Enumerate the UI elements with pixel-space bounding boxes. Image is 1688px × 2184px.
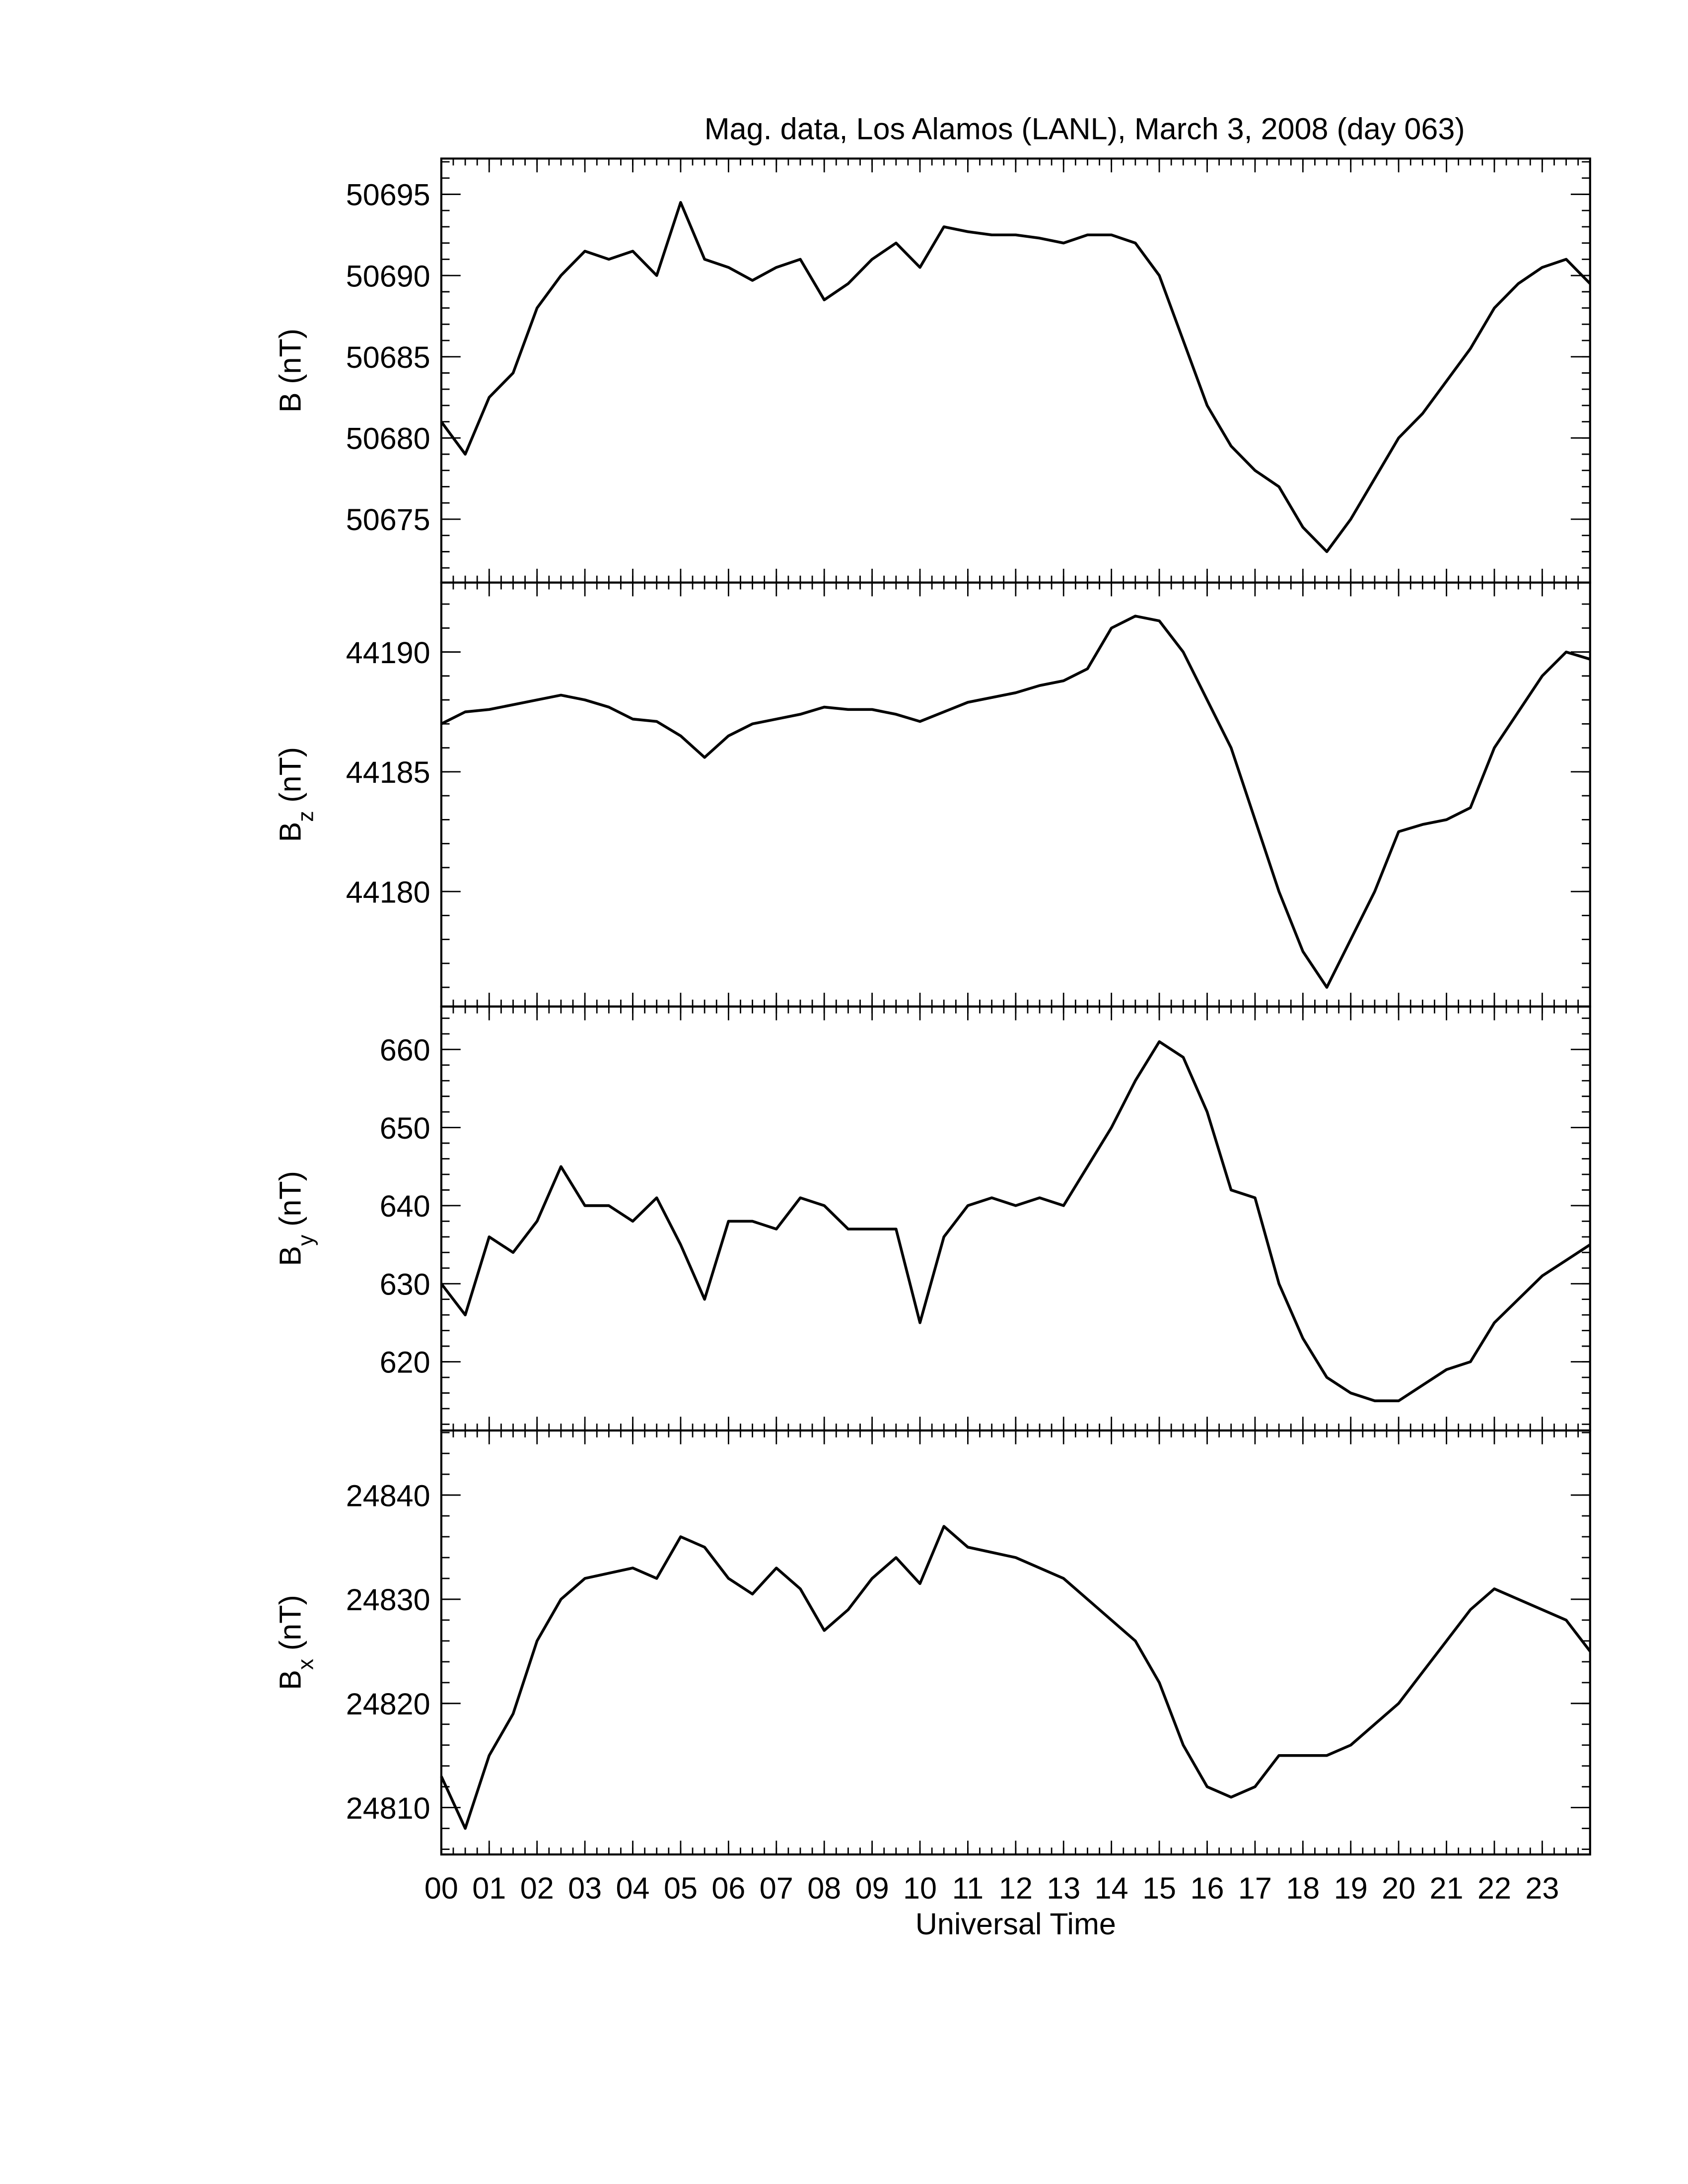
y-tick-label: 44180 [346, 875, 430, 909]
x-tick-label: 16 [1190, 1871, 1224, 1905]
y-tick-label: 650 [380, 1111, 430, 1145]
x-tick-label: 04 [616, 1871, 650, 1905]
y-axis-label: Bx (nT) [274, 1595, 318, 1690]
y-tick-label: 24820 [346, 1687, 430, 1721]
x-tick-label: 13 [1047, 1871, 1080, 1905]
x-tick-label: 22 [1477, 1871, 1511, 1905]
y-label-unit: (nT) [274, 329, 307, 384]
data-line [440, 1040, 1591, 1402]
y-tick-label: 630 [380, 1267, 430, 1301]
y-tick-label: 24830 [346, 1583, 430, 1617]
data-line [440, 201, 1591, 553]
y-tick-label: 50675 [346, 503, 430, 537]
x-tick-label: 05 [664, 1871, 698, 1905]
y-label-unit: (nT) [274, 747, 307, 803]
x-tick-label: 02 [520, 1871, 554, 1905]
y-axis-label: Bz (nT) [274, 747, 318, 842]
chart-title: Mag. data, Los Alamos (LANL), March 3, 2… [704, 112, 1465, 146]
x-tick-label: 21 [1430, 1871, 1464, 1905]
x-tick-label: 07 [760, 1871, 793, 1905]
y-label-unit: (nT) [274, 1595, 307, 1650]
data-line [440, 1525, 1591, 1830]
y-label-subscript: x [294, 1659, 318, 1670]
y-tick-label: 50690 [346, 259, 430, 293]
y-tick-label: 44185 [346, 755, 430, 789]
x-tick-label: 08 [807, 1871, 841, 1905]
y-axis-label: B (nT) [274, 329, 307, 412]
y-tick-label: 44190 [346, 636, 430, 670]
y-tick-label: 24840 [346, 1479, 430, 1512]
x-tick-label: 19 [1334, 1871, 1368, 1905]
y-tick-label: 50685 [346, 341, 430, 374]
x-tick-label: 17 [1238, 1871, 1272, 1905]
y-tick-label: 50695 [346, 178, 430, 212]
x-tick-label: 18 [1286, 1871, 1320, 1905]
y-label-main: B [274, 1670, 307, 1690]
x-tick-label: 23 [1525, 1871, 1559, 1905]
x-tick-label: 01 [472, 1871, 506, 1905]
y-tick-label: 660 [380, 1033, 430, 1067]
y-axis-label: By (nT) [274, 1171, 318, 1266]
y-tick-label: 620 [380, 1346, 430, 1379]
y-label-main: B [274, 822, 307, 842]
x-tick-label: 14 [1095, 1871, 1128, 1905]
y-label-main: B [274, 1246, 307, 1266]
x-tick-label: 20 [1382, 1871, 1415, 1905]
y-label-subscript: y [294, 1234, 318, 1246]
y-tick-label: 640 [380, 1189, 430, 1223]
y-tick-label: 24810 [346, 1791, 430, 1825]
data-line [440, 614, 1591, 989]
x-tick-label: 10 [903, 1871, 937, 1905]
y-label-unit: (nT) [274, 1171, 307, 1227]
y-tick-label: 50680 [346, 422, 430, 456]
x-tick-label: 00 [424, 1871, 458, 1905]
y-label-subscript: z [294, 811, 318, 822]
x-tick-label: 06 [711, 1871, 745, 1905]
x-tick-label: 15 [1142, 1871, 1176, 1905]
x-tick-label: 12 [999, 1871, 1033, 1905]
x-tick-label: 11 [952, 1871, 984, 1905]
x-tick-label: 03 [568, 1871, 602, 1905]
x-tick-label: 09 [855, 1871, 889, 1905]
x-axis-label: Universal Time [915, 1907, 1116, 1941]
y-label-main: B [274, 392, 307, 412]
